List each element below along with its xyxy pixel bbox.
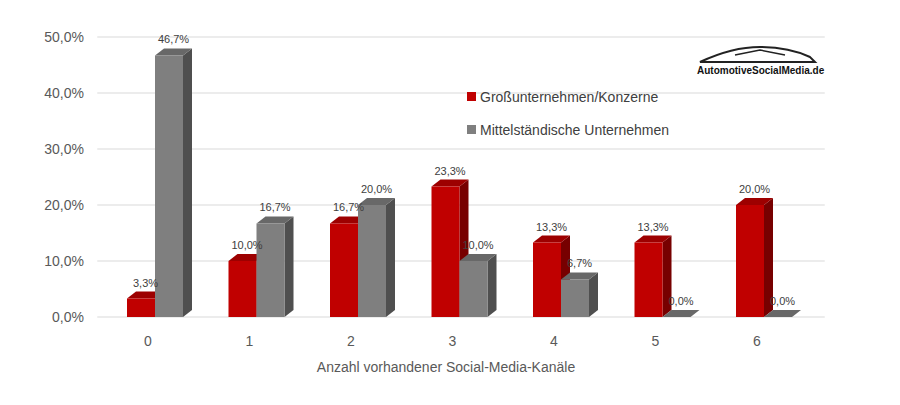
legend-label: Großunternehmen/Konzerne bbox=[480, 89, 658, 105]
bar bbox=[736, 198, 773, 317]
bar bbox=[257, 216, 294, 317]
y-tick-label: 40,0% bbox=[44, 85, 84, 101]
bar-top bbox=[635, 236, 672, 243]
bar-front bbox=[561, 279, 589, 317]
logo: AutomotiveSocialMedia.de bbox=[697, 47, 825, 76]
bar bbox=[561, 272, 598, 317]
legend-swatch bbox=[467, 92, 476, 101]
data-label: 23,3% bbox=[434, 165, 465, 177]
legend-label: Mittelständische Unternehmen bbox=[480, 122, 669, 138]
chart: 0,0% 10,0% 20,0% 30,0% 40,0% 50,0% 0 1 2 3 4 5 6 Anza… bbox=[0, 0, 900, 405]
data-label: 16,7% bbox=[333, 201, 364, 213]
data-label: 16,7% bbox=[259, 201, 290, 213]
data-label: 10,0% bbox=[462, 239, 493, 251]
bar-side bbox=[488, 254, 497, 317]
data-labels: 3,3% 10,0% 16,7% 23,3% 13,3% 13,3% 20,0% 46,7% 1… bbox=[133, 33, 795, 307]
bar bbox=[155, 48, 192, 317]
bar-top bbox=[663, 310, 700, 317]
bar-front bbox=[155, 55, 183, 317]
bar-side bbox=[183, 48, 192, 317]
bar-front bbox=[736, 205, 764, 317]
logo-text: AutomotiveSocialMedia.de bbox=[697, 65, 825, 76]
bar-top bbox=[460, 254, 497, 261]
grid-line bbox=[97, 37, 825, 38]
bar-front bbox=[257, 223, 285, 317]
x-tick-label: 1 bbox=[246, 333, 254, 349]
data-label: 3,3% bbox=[133, 277, 158, 289]
bar-front bbox=[127, 299, 155, 317]
bar-top bbox=[533, 236, 570, 243]
x-tick-label: 4 bbox=[550, 333, 558, 349]
bar bbox=[358, 198, 395, 317]
grid-line bbox=[97, 93, 825, 94]
bar bbox=[635, 236, 672, 317]
data-label: 20,0% bbox=[739, 183, 770, 195]
bars bbox=[127, 48, 801, 317]
bar-front bbox=[764, 317, 792, 318]
bar bbox=[663, 310, 700, 317]
data-label: 10,0% bbox=[231, 239, 262, 251]
bar-top bbox=[257, 216, 294, 223]
legend: Großunternehmen/Konzerne Mittelständische… bbox=[467, 89, 669, 138]
bar-front bbox=[330, 223, 358, 317]
legend-swatch bbox=[467, 125, 476, 134]
data-label: 46,7% bbox=[158, 33, 189, 45]
data-label: 13,3% bbox=[637, 221, 668, 233]
y-tick-label: 0,0% bbox=[52, 309, 84, 325]
x-axis-title: Anzahl vorhandener Social-Media-Kanäle bbox=[317, 359, 576, 375]
grid bbox=[97, 37, 825, 317]
bar-front bbox=[635, 243, 663, 317]
bar-front bbox=[533, 243, 561, 317]
x-tick-label: 2 bbox=[347, 333, 355, 349]
bar-top bbox=[432, 180, 469, 187]
x-tick-label: 0 bbox=[144, 333, 152, 349]
bar-side bbox=[386, 198, 395, 317]
data-label: 0,0% bbox=[770, 295, 795, 307]
bar-top bbox=[155, 48, 192, 55]
bar-front bbox=[460, 261, 488, 317]
x-tick-label: 3 bbox=[449, 333, 457, 349]
data-label: 13,3% bbox=[536, 221, 567, 233]
bar-side bbox=[285, 216, 294, 317]
bar-front bbox=[432, 187, 460, 317]
data-label: 0,0% bbox=[668, 295, 693, 307]
y-tick-label: 30,0% bbox=[44, 141, 84, 157]
bar-front bbox=[663, 317, 691, 318]
bar bbox=[764, 310, 801, 317]
y-tick-label: 50,0% bbox=[44, 29, 84, 45]
bar-front bbox=[229, 261, 257, 317]
logo-car bbox=[700, 47, 815, 62]
bar-side bbox=[589, 272, 598, 317]
data-label: 20,0% bbox=[361, 183, 392, 195]
bar-top bbox=[736, 198, 773, 205]
y-tick-label: 20,0% bbox=[44, 197, 84, 213]
data-label: 6,7% bbox=[567, 257, 592, 269]
bar-top bbox=[764, 310, 801, 317]
y-tick-label: 10,0% bbox=[44, 253, 84, 269]
x-tick-label: 5 bbox=[652, 333, 660, 349]
grid-line bbox=[97, 149, 825, 150]
x-tick-label: 6 bbox=[753, 333, 761, 349]
bar bbox=[460, 254, 497, 317]
bar-front bbox=[358, 205, 386, 317]
logo-window bbox=[735, 50, 785, 55]
bar-top bbox=[561, 272, 598, 279]
